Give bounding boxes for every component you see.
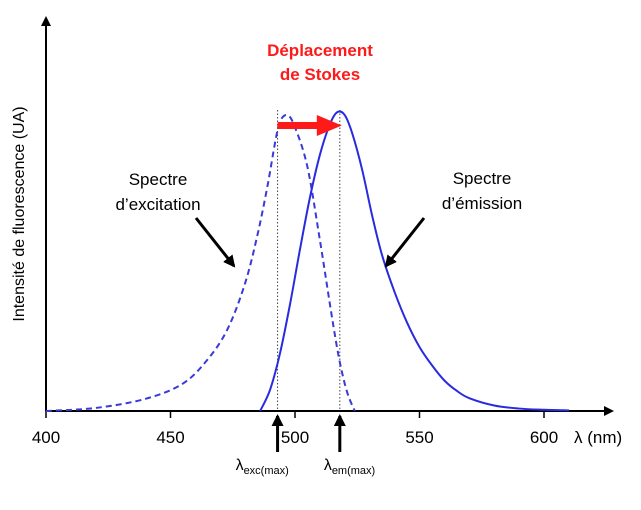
stokes-title-line1: Déplacement: [267, 41, 373, 60]
lambda-exc-label: λexc(max): [236, 457, 289, 477]
emission-label-line1: Spectre: [453, 169, 512, 188]
x-tick-label-450: 450: [156, 428, 184, 447]
x-tick-label-600: 600: [530, 428, 558, 447]
x-tick-label-550: 550: [405, 428, 433, 447]
y-axis-label: Intensité de fluorescence (UA): [11, 106, 28, 321]
x-axis-label: λ (nm): [574, 428, 622, 447]
excitation-pointer-arrow: [194, 217, 236, 268]
excitation-spectrum-curve: [45, 113, 356, 412]
excitation-label-line2: d’excitation: [115, 195, 200, 214]
x-tick-labels: 400 450 500 550 600: [32, 411, 558, 447]
excitation-label-line1: Spectre: [129, 170, 188, 189]
emission-label-line2: d’émission: [442, 194, 522, 213]
stokes-shift-arrow: [277, 115, 342, 136]
x-tick-label-400: 400: [32, 428, 60, 447]
lambda-em-label: λem(max): [324, 457, 375, 477]
stokes-title-line2: de Stokes: [280, 65, 360, 84]
emission-pointer-arrow: [384, 217, 426, 268]
x-tick-label-500: 500: [281, 428, 309, 447]
emission-spectrum-curve: [259, 110, 569, 412]
